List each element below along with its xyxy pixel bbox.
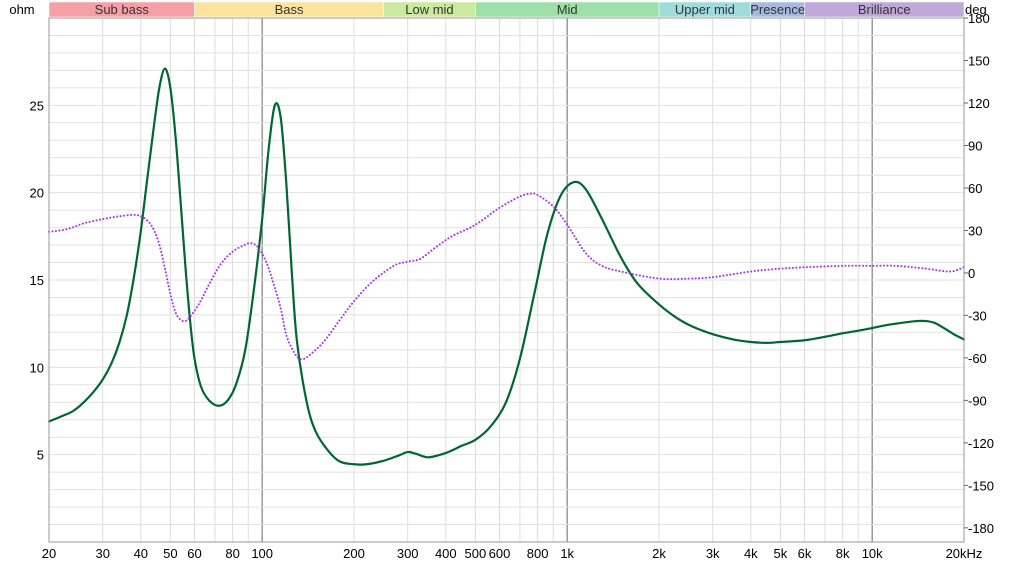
band-label: Presence <box>750 2 805 17</box>
y-right-tick-label: 90 <box>968 138 982 153</box>
x-tick-label: 80 <box>225 546 239 561</box>
phase-curve <box>48 192 965 361</box>
y-right-tick-label: -90 <box>968 393 987 408</box>
band-label: Upper mid <box>675 2 735 17</box>
plot-frame <box>48 17 965 543</box>
x-tick-label: 800 <box>527 546 549 561</box>
band-label: Brilliance <box>858 2 911 17</box>
x-axis-ticks: 20 30 40 50 60 80 100 200 300 400 500 600 800 1k 2k 3k 4… <box>42 546 983 561</box>
x-tick-label: 5k <box>774 546 788 561</box>
y-right-tick-label: 60 <box>968 181 982 196</box>
x-tick-label: 50 <box>163 546 177 561</box>
x-tick-label: 300 <box>397 546 419 561</box>
y-axis-right-unit: deg <box>965 2 987 17</box>
series <box>47 67 966 466</box>
x-tick-label: 30 <box>95 546 109 561</box>
y-right-tick-label: 30 <box>968 223 982 238</box>
y-right-tick-label: 0 <box>968 266 975 281</box>
y-right-tick-label: 150 <box>968 53 990 68</box>
x-tick-label: 20kHz <box>946 546 983 561</box>
x-tick-label: 60 <box>187 546 201 561</box>
y-right-tick-label: -60 <box>968 351 987 366</box>
y-left-tick-label: 20 <box>30 186 44 201</box>
y-left-tick-label: 25 <box>30 98 44 113</box>
x-tick-label: 100 <box>251 546 273 561</box>
x-tick-label: 500 <box>465 546 487 561</box>
y-left-tick-label: 5 <box>37 448 44 463</box>
x-tick-label: 20 <box>42 546 56 561</box>
x-tick-label: 1k <box>560 546 574 561</box>
x-tick-label: 2k <box>652 546 666 561</box>
frequency-bands: Sub bass Bass Low mid Mid Upper mid Presence B… <box>48 1 965 18</box>
band-brilliance <box>804 1 965 18</box>
band-label: Low mid <box>405 2 453 17</box>
x-tick-label: 200 <box>343 546 365 561</box>
x-tick-label: 6k <box>798 546 812 561</box>
x-tick-label: 8k <box>836 546 850 561</box>
x-tick-label: 400 <box>435 546 457 561</box>
y-axis-left-ticks: 5 10 15 20 25 <box>30 98 44 462</box>
y-left-tick-label: 10 <box>30 360 44 375</box>
x-tick-label: 40 <box>134 546 148 561</box>
band-label: Sub bass <box>95 2 150 17</box>
x-tick-label: 3k <box>706 546 720 561</box>
y-right-tick-label: -120 <box>968 436 994 451</box>
x-tick-label: 600 <box>489 546 511 561</box>
band-label: Bass <box>275 2 304 17</box>
y-axis-right-ticks: 180 150 120 90 60 30 0 -30 -60 -90 -120 -150 -180 <box>964 11 994 536</box>
y-right-tick-label: -150 <box>968 478 994 493</box>
x-tick-label: 10k <box>862 546 883 561</box>
y-right-tick-label: -180 <box>968 521 994 536</box>
y-right-tick-label: 180 <box>968 11 990 26</box>
y-axis-left-unit: ohm <box>9 2 34 17</box>
y-right-tick-label: -30 <box>968 308 987 323</box>
impedance-curve <box>47 67 966 466</box>
y-left-tick-label: 15 <box>30 273 44 288</box>
x-tick-label: 4k <box>744 546 758 561</box>
y-right-tick-label: 120 <box>968 96 990 111</box>
band-label: Mid <box>557 2 578 17</box>
